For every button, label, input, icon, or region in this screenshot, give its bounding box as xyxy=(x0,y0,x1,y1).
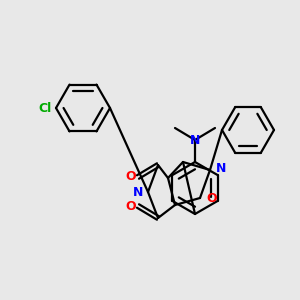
Text: O: O xyxy=(126,200,136,214)
Text: Cl: Cl xyxy=(39,101,52,115)
Text: O: O xyxy=(206,191,217,205)
Text: N: N xyxy=(190,134,200,146)
Text: N: N xyxy=(133,185,143,199)
Text: O: O xyxy=(126,169,136,182)
Text: N: N xyxy=(216,161,226,175)
